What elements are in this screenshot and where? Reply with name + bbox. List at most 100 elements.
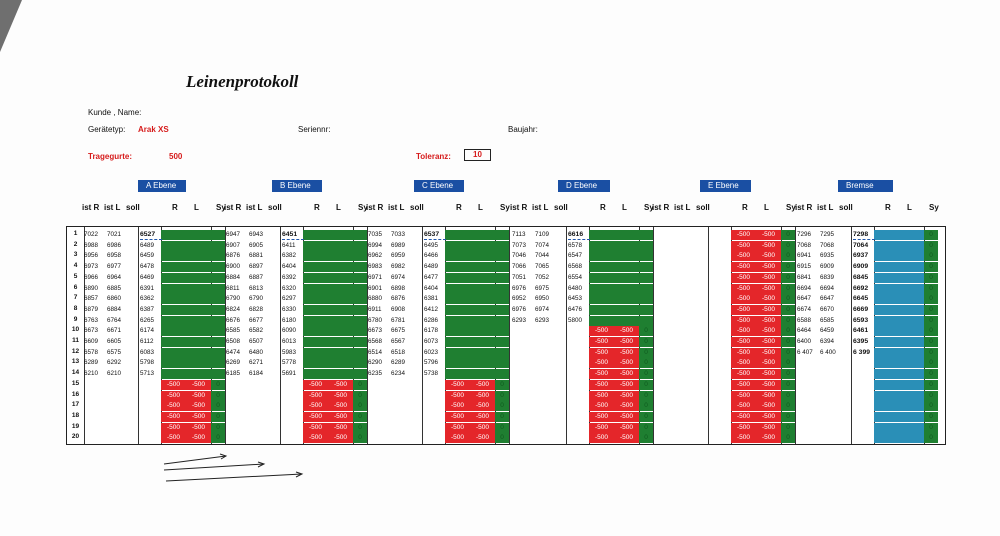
cell-d-l: -500 [614, 433, 639, 444]
cell-b-r: -500 [303, 411, 328, 422]
cell-a-l [186, 347, 211, 358]
cell-b-soll: 6320 [282, 284, 297, 292]
column-divider [708, 227, 709, 444]
cell-a-r [161, 347, 186, 358]
cell-b-ist-l: 6271 [249, 359, 264, 367]
cell-bremse-soll: 7064 [853, 241, 869, 249]
column-divider [138, 227, 139, 444]
cell-e-r: -500 [731, 422, 756, 433]
cell-bremse-soll: 6909 [853, 263, 869, 271]
row-number: 12 [71, 347, 80, 355]
cell-c-soll: 6537 [424, 231, 440, 238]
cell-d-ist-r: 7073 [512, 241, 527, 249]
cell-c-sy [495, 315, 509, 326]
cell-b-l [328, 230, 353, 240]
cell-bremse-sy: 0 [924, 326, 938, 337]
row-number: 14 [71, 369, 80, 377]
cell-d-l: -500 [614, 358, 639, 369]
cell-d-sy [639, 272, 653, 283]
cell-c-ist-r: 6514 [368, 348, 383, 356]
cell-c-soll: 6477 [424, 273, 439, 281]
cell-a-r [161, 337, 186, 347]
cell-b-l [328, 262, 353, 273]
cell-b-sy [353, 294, 367, 305]
cell-c-r [445, 337, 470, 347]
cell-a-r: -500 [161, 379, 186, 390]
cell-e-l: -500 [756, 347, 781, 358]
cell-c-sy [495, 369, 509, 380]
cell-c-soll: 6412 [424, 305, 439, 313]
cell-b-ist-l: 6790 [249, 295, 264, 303]
row-number: 3 [73, 251, 78, 259]
cell-b-r [303, 337, 328, 347]
cell-bremse-r [874, 347, 899, 358]
cell-bremse-sy: 0 [924, 304, 938, 315]
cell-e-l: -500 [756, 326, 781, 337]
column-divider [653, 227, 654, 444]
cell-c-ist-r: 6568 [368, 338, 383, 345]
cell-c-soll: 6381 [424, 295, 439, 303]
row-number: 13 [71, 358, 80, 366]
cell-e-sy: 0 [781, 379, 795, 390]
cell-bremse-l [899, 294, 924, 305]
cell-bremse-ist-r: 6588 [797, 316, 812, 324]
cell-d-r: -500 [589, 422, 614, 433]
cell-b-sy [353, 358, 367, 369]
cell-a-ist-r: 6966 [84, 273, 99, 281]
cell-c-ist-l: 6974 [391, 273, 406, 281]
cell-bremse-ist-r: 6694 [797, 284, 812, 292]
cell-b-l [328, 358, 353, 369]
cell-bremse-sy: 0 [924, 240, 938, 251]
cell-d-r: -500 [589, 433, 614, 444]
cell-c-soll: 6495 [424, 241, 439, 249]
cell-bremse-r [874, 304, 899, 315]
cell-b-ist-l: 6881 [249, 252, 264, 260]
cell-d-sy [639, 251, 653, 262]
cell-e-sy: 0 [781, 433, 795, 444]
cell-d-ist-r: 6952 [512, 295, 527, 303]
cell-a-ist-l: 7021 [107, 231, 122, 238]
cell-d-r: -500 [589, 358, 614, 369]
cell-b-l [328, 294, 353, 305]
cell-b-r [303, 358, 328, 369]
toleranz-label: Toleranz: [416, 152, 451, 161]
column-divider [280, 227, 281, 444]
cell-bremse-l [899, 251, 924, 262]
cell-c-ist-r: 6962 [368, 252, 383, 260]
cell-b-soll: 6180 [282, 316, 297, 324]
cell-c-sy [495, 251, 509, 262]
cell-e-l: -500 [756, 315, 781, 326]
cell-a-sy [211, 326, 225, 337]
cell-b-r [303, 272, 328, 283]
col-header-a-istr: ist R [82, 203, 100, 212]
cell-a-sy: 0 [211, 411, 225, 422]
cell-c-l [470, 369, 495, 380]
col-header-bremse-r: R [885, 203, 891, 212]
cell-bremse-r [874, 358, 899, 369]
cell-d-sy: 0 [639, 337, 653, 347]
column-divider [566, 227, 567, 444]
cell-e-r: -500 [731, 272, 756, 283]
cell-bremse-ist-r: 6464 [797, 327, 812, 335]
cell-d-r: -500 [589, 401, 614, 412]
cell-b-soll: 6392 [282, 273, 297, 281]
row-number: 19 [71, 422, 80, 430]
cell-bremse-sy: 0 [924, 401, 938, 412]
cell-e-r: -500 [731, 347, 756, 358]
cell-b-sy [353, 347, 367, 358]
cell-e-r: -500 [731, 262, 756, 273]
cell-a-sy [211, 304, 225, 315]
cell-bremse-l [899, 379, 924, 390]
cell-e-sy: 0 [781, 272, 795, 283]
cell-bremse-sy: 0 [924, 272, 938, 283]
cell-e-r: -500 [731, 379, 756, 390]
cell-c-ist-l: 6675 [391, 327, 406, 335]
cell-d-soll: 6578 [568, 241, 583, 249]
cell-c-sy [495, 358, 509, 369]
cell-bremse-l [899, 369, 924, 380]
cell-d-ist-l: 7044 [535, 252, 550, 260]
cell-e-r: -500 [731, 251, 756, 262]
cell-e-sy: 0 [781, 347, 795, 358]
cell-bremse-sy: 0 [924, 411, 938, 422]
cell-e-r: -500 [731, 369, 756, 380]
